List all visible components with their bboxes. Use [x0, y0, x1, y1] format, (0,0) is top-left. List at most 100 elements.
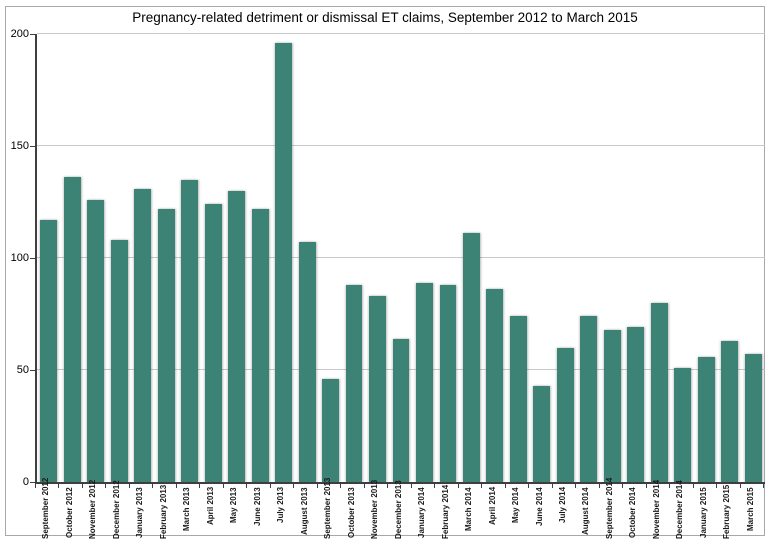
y-tick-label: 50	[16, 363, 29, 376]
bar-slot	[413, 34, 436, 482]
x-tick-mark	[105, 484, 128, 488]
y-tick-label: 0	[22, 475, 29, 488]
bar-slot	[295, 34, 318, 482]
x-label-slot: June 2014	[528, 487, 551, 539]
x-label-slot: November 2014	[646, 479, 669, 539]
x-tick-mark	[669, 484, 692, 488]
x-tick-label: September 2014	[604, 477, 614, 539]
bar-November 2014	[650, 302, 668, 482]
x-tick-label: June 2014	[534, 487, 544, 526]
x-tick-label: March 2014	[464, 487, 474, 531]
x-label-slot: September 2014	[599, 477, 622, 539]
x-tick-label: May 2014	[511, 487, 521, 523]
bar-May 2013	[228, 190, 246, 482]
x-tick-mark	[58, 484, 81, 488]
bar-April 2013	[204, 204, 222, 482]
x-label-slot: September 2013	[317, 477, 340, 539]
x-label-slot: July 2013	[270, 487, 293, 539]
x-tick-label: September 2013	[323, 477, 333, 539]
x-tick-label: March 2015	[745, 487, 755, 531]
bar-slot	[624, 34, 647, 482]
bar-slot	[178, 34, 201, 482]
x-label-slot: July 2014	[552, 487, 575, 539]
bar-slot	[718, 34, 741, 482]
x-label-slot: April 2013	[199, 487, 222, 539]
x-tick-mark	[269, 484, 293, 488]
x-axis-ticks	[35, 484, 764, 488]
x-tick-label: October 2013	[346, 487, 356, 538]
bar-September 2014	[603, 329, 621, 482]
bar-July 2014	[556, 347, 574, 482]
x-label-slot: October 2012	[58, 487, 81, 539]
chart-frame: Pregnancy-related detriment or dismissal…	[5, 6, 765, 539]
x-label-slot: May 2013	[223, 487, 246, 539]
bar-March 2015	[744, 354, 762, 482]
bar-slot	[201, 34, 224, 482]
plot-area	[35, 33, 765, 484]
x-tick-label: September 2012	[41, 477, 51, 539]
bar-slot	[601, 34, 624, 482]
bar-slot	[389, 34, 412, 482]
bar-November 2012	[87, 199, 105, 482]
x-label-slot: December 2012	[105, 480, 128, 539]
bar-December 2013	[392, 338, 410, 482]
x-tick-mark	[434, 484, 457, 488]
x-tick-mark	[481, 484, 504, 488]
x-tick-label: February 2013	[158, 484, 168, 539]
bar-slot	[671, 34, 694, 482]
bar-February 2015	[721, 340, 739, 482]
x-tick-label: August 2013	[299, 487, 309, 535]
x-label-slot: January 2015	[693, 487, 716, 539]
bar-January 2013	[134, 188, 152, 482]
bar-slot	[530, 34, 553, 482]
x-tick-mark	[410, 484, 434, 488]
bar-slot	[460, 34, 483, 482]
x-tick-label: March 2013	[182, 487, 192, 531]
bar-February 2013	[157, 208, 175, 482]
x-tick-mark	[293, 484, 316, 488]
x-label-slot: November 2012	[82, 479, 105, 539]
bar-December 2012	[110, 240, 128, 482]
x-tick-mark	[598, 484, 622, 488]
bar-October 2014	[627, 327, 645, 482]
x-tick-label: July 2013	[276, 487, 286, 524]
bar-slot	[84, 34, 107, 482]
gridline	[37, 145, 765, 146]
y-tick-mark	[30, 34, 36, 35]
bar-slot	[483, 34, 506, 482]
bar-February 2014	[439, 284, 457, 482]
bar-May 2014	[509, 316, 527, 482]
x-label-slot: November 2013	[364, 480, 387, 539]
y-axis: 0 50 100 150 200	[6, 7, 764, 535]
bar-slot	[319, 34, 342, 482]
bar-slot	[577, 34, 600, 482]
x-tick-label: November 2012	[88, 479, 98, 539]
bars-container	[37, 34, 765, 482]
bar-slot	[37, 34, 60, 482]
bar-August 2013	[298, 242, 316, 482]
x-label-slot: March 2014	[458, 487, 481, 539]
bar-slot	[225, 34, 248, 482]
x-tick-label: November 2014	[651, 479, 661, 539]
bar-November 2013	[369, 296, 386, 482]
bar-December 2014	[674, 367, 692, 482]
x-tick-mark	[692, 484, 716, 488]
x-tick-label: February 2015	[722, 484, 732, 539]
x-label-slot: October 2013	[340, 487, 363, 539]
bar-slot	[554, 34, 577, 482]
bar-slot	[742, 34, 765, 482]
x-tick-label: July 2014	[558, 487, 567, 524]
bar-September 2013	[322, 378, 339, 482]
bar-slot	[436, 34, 459, 482]
bar-January 2014	[416, 282, 433, 482]
x-tick-mark	[340, 484, 363, 488]
x-tick-label: May 2013	[229, 487, 239, 523]
x-tick-mark	[387, 484, 410, 488]
bar-slot	[366, 34, 389, 482]
x-tick-mark	[504, 484, 528, 488]
x-label-slot: September 2012	[35, 477, 58, 539]
x-tick-mark	[739, 484, 763, 488]
x-tick-label: January 2014	[417, 487, 427, 538]
bar-October 2012	[63, 177, 81, 482]
x-label-slot: January 2014	[411, 487, 434, 539]
